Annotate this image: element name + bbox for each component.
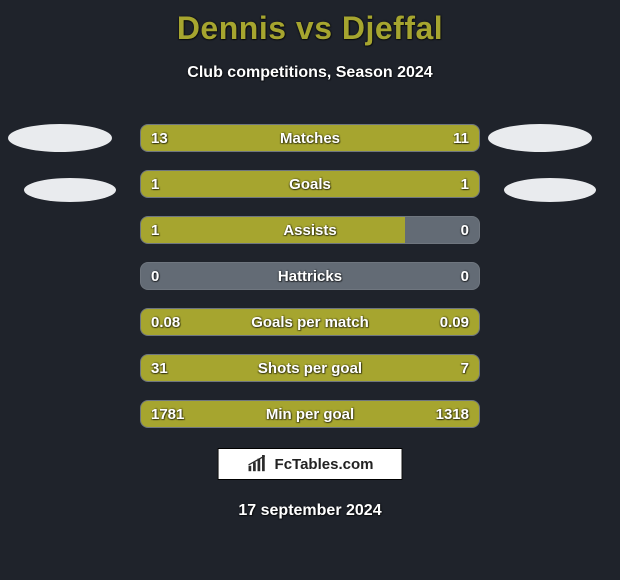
stat-value-left: 1781 xyxy=(141,401,194,427)
stat-value-right: 0 xyxy=(451,217,479,243)
stat-row: Assists1 0 xyxy=(140,216,480,244)
stat-label: Assists xyxy=(141,217,479,243)
stat-value-left: 0 xyxy=(141,263,169,289)
stat-value-right: 11 xyxy=(443,125,479,151)
stat-value-right: 0 xyxy=(451,263,479,289)
stat-value-right: 7 xyxy=(451,355,479,381)
stat-label: Goals xyxy=(141,171,479,197)
stat-value-right: 1318 xyxy=(426,401,479,427)
stat-value-left: 1 xyxy=(141,171,169,197)
stat-row: Matches13 11 xyxy=(140,124,480,152)
stat-label: Goals per match xyxy=(141,309,479,335)
stat-label: Shots per goal xyxy=(141,355,479,381)
barchart-icon xyxy=(247,455,269,473)
stat-label: Matches xyxy=(141,125,479,151)
silhouette-oval xyxy=(488,124,592,152)
stat-row: Hattricks0 0 xyxy=(140,262,480,290)
stat-value-left: 0.08 xyxy=(141,309,190,335)
silhouette-oval xyxy=(8,124,112,152)
subtitle: Club competitions, Season 2024 xyxy=(0,64,620,82)
stat-value-left: 1 xyxy=(141,217,169,243)
stat-value-right: 0.09 xyxy=(430,309,479,335)
stat-value-right: 1 xyxy=(451,171,479,197)
silhouette-oval xyxy=(504,178,596,202)
stat-row: Goals1 1 xyxy=(140,170,480,198)
stat-row: Min per goal17811318 xyxy=(140,400,480,428)
stat-row: Goals per match0.08 0.09 xyxy=(140,308,480,336)
stats-bars: Matches1311Goals11Assists10Hattricks00Go… xyxy=(140,124,480,446)
date-text: 17 september 2024 xyxy=(0,502,620,520)
attribution-text: FcTables.com xyxy=(275,456,374,473)
attribution-box: FcTables.com xyxy=(218,448,403,480)
infographic-canvas: Dennis vs Djeffal Club competitions, Sea… xyxy=(0,0,620,580)
stat-label: Hattricks xyxy=(141,263,479,289)
silhouette-oval xyxy=(24,178,116,202)
stat-value-left: 13 xyxy=(141,125,178,151)
stat-row: Shots per goal31 7 xyxy=(140,354,480,382)
stat-value-left: 31 xyxy=(141,355,178,381)
page-title: Dennis vs Djeffal xyxy=(0,10,620,47)
